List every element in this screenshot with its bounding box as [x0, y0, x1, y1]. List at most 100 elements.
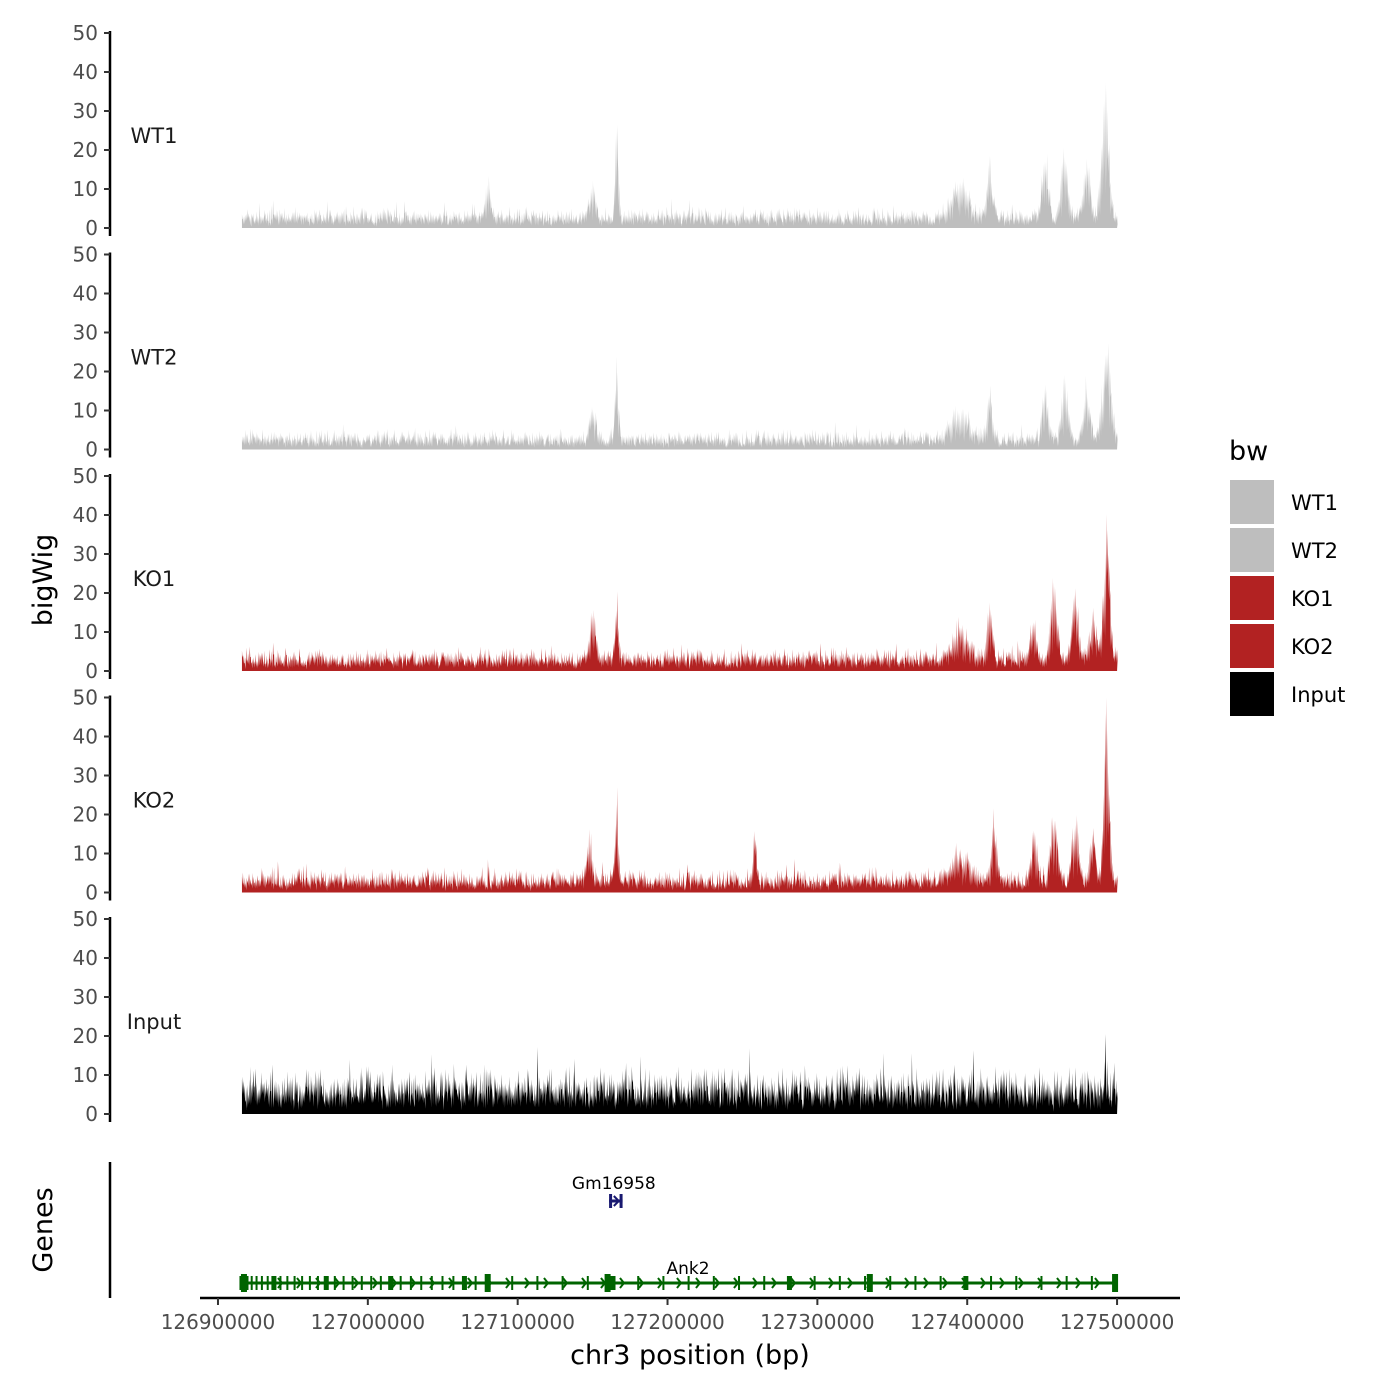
panel-ko1: 0 10 20 30 40 50 KO1 — [73, 464, 1118, 683]
legend-swatch — [1230, 624, 1274, 668]
gene-exon — [561, 1276, 564, 1290]
gene-gm16958: Gm16958 — [572, 1174, 656, 1208]
gene-exon — [342, 1276, 345, 1290]
gene-exon — [266, 1276, 269, 1290]
gene-exon — [316, 1276, 319, 1290]
y-tick-label: 50 — [73, 464, 98, 488]
track-label-wt2: WT2 — [131, 346, 178, 370]
gene-exon — [687, 1276, 690, 1290]
gene-exon — [610, 1276, 616, 1290]
y-tick-label: 50 — [73, 907, 98, 931]
legend-label: KO2 — [1291, 635, 1334, 659]
gene-exon — [271, 1276, 277, 1290]
strand-arrow — [790, 1277, 797, 1289]
strand-arrow — [334, 1277, 341, 1289]
gene-exon — [838, 1276, 841, 1290]
strand-arrow — [828, 1277, 835, 1289]
y-tick-label: 10 — [73, 842, 98, 866]
bigwig-panels: 0 10 20 30 40 50 WT1 0 10 20 30 40 50 WT2 0 10 20 30 40 50 K… — [73, 21, 1118, 1126]
x-tick-label: 127300000 — [760, 1310, 875, 1334]
genes-track: Gm16958 Ank2 — [108, 1162, 1119, 1298]
gene-exon — [586, 1276, 589, 1290]
gene-exon — [323, 1276, 329, 1290]
strand-arrow — [600, 1277, 607, 1289]
legend-swatch — [1230, 528, 1274, 572]
strand-arrow — [448, 1277, 455, 1289]
gene-exon — [637, 1276, 640, 1290]
gene-exon — [914, 1276, 917, 1290]
strand-arrow — [467, 1277, 474, 1289]
strand-arrow — [1018, 1277, 1025, 1289]
legend-swatch — [1230, 672, 1274, 716]
gene-exon — [293, 1276, 296, 1290]
gene-exon — [370, 1276, 373, 1290]
gene-exon — [662, 1276, 665, 1290]
y-tick-label: 30 — [73, 764, 98, 788]
strand-arrow — [885, 1277, 892, 1289]
gene-exon — [1090, 1276, 1093, 1290]
y-tick-label: 20 — [73, 803, 98, 827]
y-tick-label: 40 — [73, 946, 98, 970]
strand-arrow — [1037, 1277, 1044, 1289]
strand-arrow — [296, 1277, 303, 1289]
signal-area-input — [241, 1034, 1118, 1114]
legend-item-wt1: WT1 — [1230, 480, 1338, 524]
x-axis: 126900000 127000000 127100000 127200000 1273… — [161, 1296, 1180, 1334]
x-tick-label: 127100000 — [460, 1310, 575, 1334]
gene-exon — [308, 1276, 311, 1290]
panel-wt1: 0 10 20 30 40 50 WT1 — [73, 21, 1118, 240]
strand-arrow — [923, 1277, 930, 1289]
strand-arrow — [847, 1277, 854, 1289]
gene-exon — [409, 1276, 412, 1290]
gene-exon — [763, 1276, 766, 1290]
legend-swatch — [1230, 480, 1274, 524]
x-tick-label: 126900000 — [161, 1310, 276, 1334]
gene-exon — [388, 1276, 394, 1290]
gene-exon — [441, 1276, 444, 1290]
strand-arrow — [1075, 1277, 1082, 1289]
y-tick-label: 40 — [73, 60, 98, 84]
strand-arrow — [391, 1277, 398, 1289]
strand-arrow — [942, 1277, 949, 1289]
y-tick-label: 10 — [73, 1063, 98, 1087]
y-tick-label: 50 — [73, 686, 98, 710]
y-tick-label: 20 — [73, 360, 98, 384]
strand-arrow — [410, 1277, 417, 1289]
y-tick-label: 0 — [85, 438, 98, 462]
gene-exon — [461, 1276, 467, 1290]
strand-arrow — [999, 1277, 1006, 1289]
strand-arrow — [809, 1277, 816, 1289]
gene-exon — [1112, 1274, 1119, 1292]
strand-arrow — [562, 1277, 569, 1289]
strand-arrow — [524, 1277, 531, 1289]
gene-exon — [420, 1276, 423, 1290]
gene-label: Gm16958 — [572, 1174, 656, 1194]
strand-arrow — [695, 1277, 702, 1289]
strand-arrow — [657, 1277, 664, 1289]
gene-exon — [786, 1276, 792, 1290]
gene-exon — [260, 1276, 263, 1290]
strand-arrow — [486, 1277, 493, 1289]
gene-exon — [379, 1276, 382, 1290]
gene-exon — [250, 1276, 253, 1290]
track-label-input: Input — [127, 1010, 181, 1034]
strand-arrow — [676, 1277, 683, 1289]
strand-arrow — [771, 1277, 778, 1289]
gene-exon — [240, 1274, 247, 1292]
y-tick-label: 20 — [73, 1024, 98, 1048]
strand-arrow — [613, 1195, 621, 1207]
gene-exon — [474, 1276, 477, 1290]
x-tick-label: 127200000 — [610, 1310, 725, 1334]
strand-arrow — [372, 1277, 379, 1289]
signal-area-ko1 — [241, 514, 1118, 671]
y-tick-label: 10 — [73, 177, 98, 201]
signal-area-wt2 — [241, 343, 1118, 450]
strand-arrow — [277, 1277, 284, 1289]
gene-exon — [286, 1276, 289, 1290]
y-tick-label: 0 — [85, 216, 98, 240]
y-tick-label: 40 — [73, 503, 98, 527]
y-tick-label: 50 — [73, 243, 98, 267]
gene-exon — [939, 1276, 942, 1290]
y-tick-label: 10 — [73, 620, 98, 644]
y-tick-label: 0 — [85, 659, 98, 683]
